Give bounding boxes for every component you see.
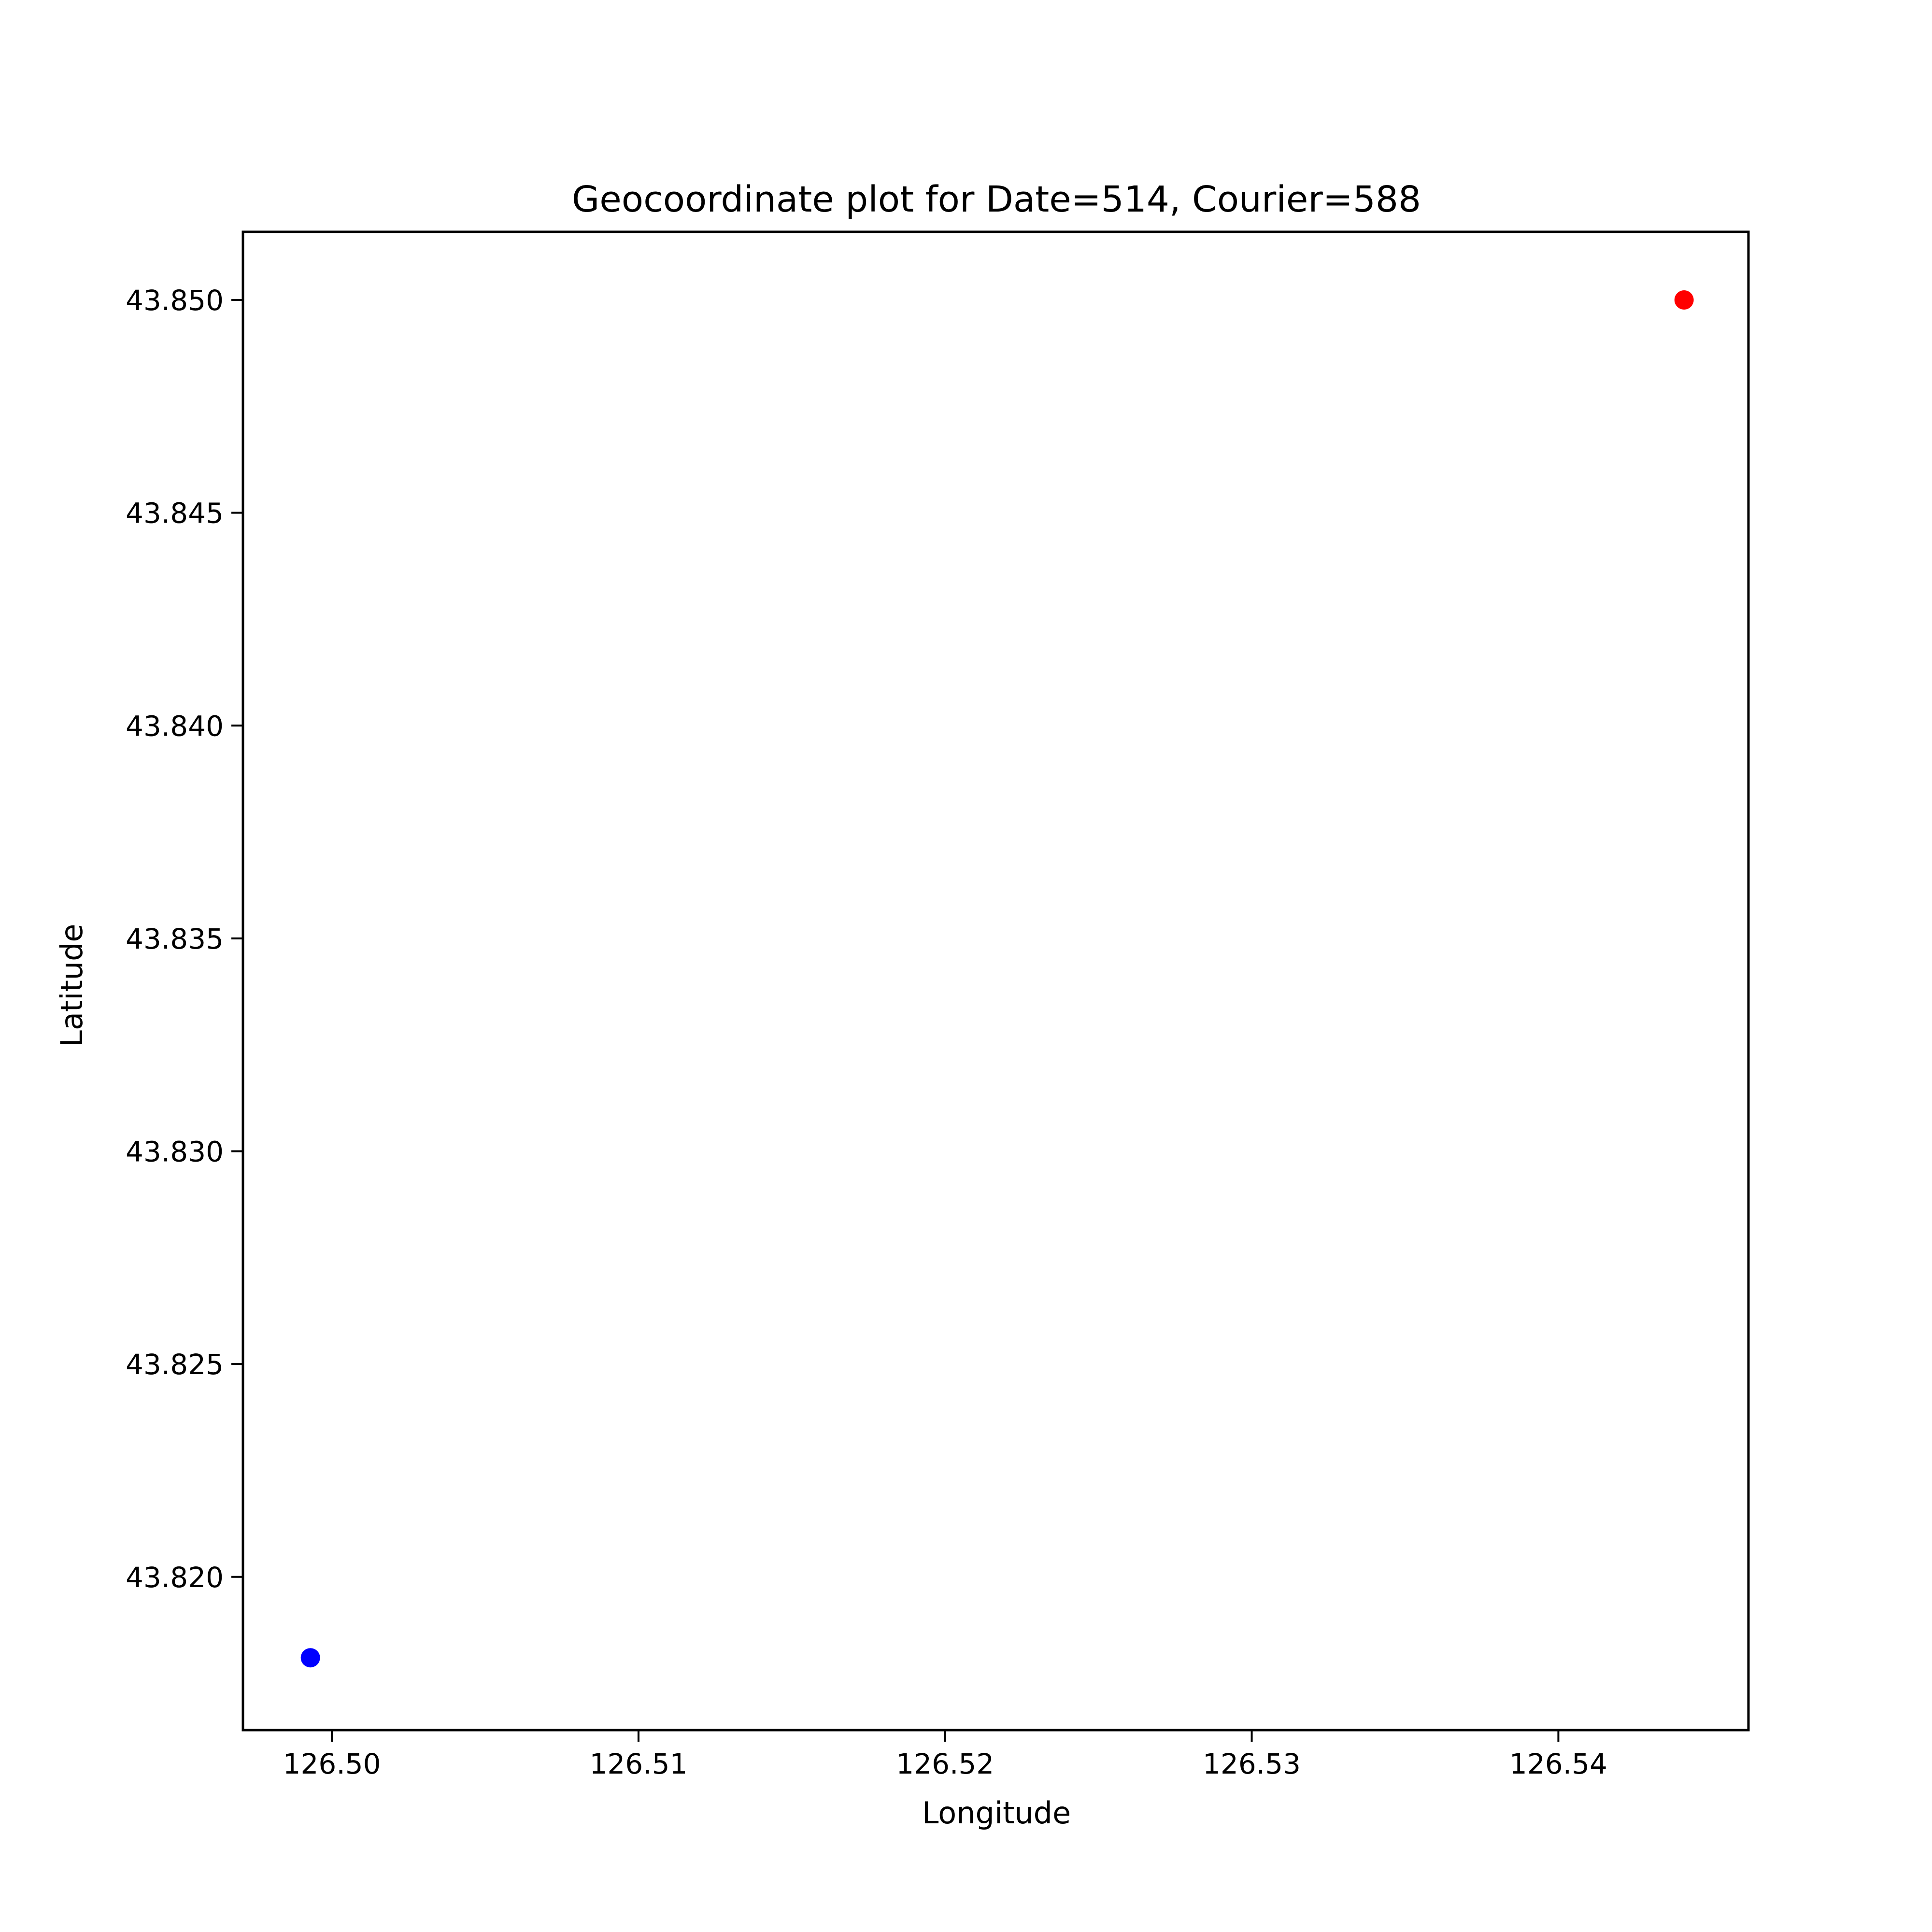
y-axis: 43.820 43.825 43.830 43.835 43.840 43.845 43.8… xyxy=(126,284,243,1594)
x-tick-label: 126.54 xyxy=(1509,1747,1607,1780)
y-tick-label: 43.845 xyxy=(126,497,224,530)
scatter-point xyxy=(1674,290,1694,310)
y-tick-label: 43.825 xyxy=(126,1348,224,1381)
y-tick-label: 43.840 xyxy=(126,710,224,742)
x-tick-label: 126.50 xyxy=(283,1747,381,1780)
scatter-point xyxy=(300,1648,320,1668)
axes-frame xyxy=(242,230,1750,1732)
plot-area xyxy=(300,290,1694,1668)
x-tick-label: 126.51 xyxy=(589,1747,687,1780)
x-tick-label: 126.52 xyxy=(896,1747,994,1780)
y-tick-label: 43.850 xyxy=(126,284,224,317)
y-axis-label: Latitude xyxy=(54,923,89,1047)
y-tick-label: 43.830 xyxy=(126,1136,224,1168)
x-tick-label: 126.53 xyxy=(1203,1747,1301,1780)
x-axis: 126.50 126.51 126.52 126.53 126.54 xyxy=(283,1730,1607,1780)
y-tick-label: 43.820 xyxy=(126,1561,224,1594)
x-axis-label: Longitude xyxy=(922,1795,1071,1831)
y-tick-label: 43.835 xyxy=(126,923,224,955)
chart-title: Geocoordinate plot for Date=514, Courier… xyxy=(572,179,1421,220)
